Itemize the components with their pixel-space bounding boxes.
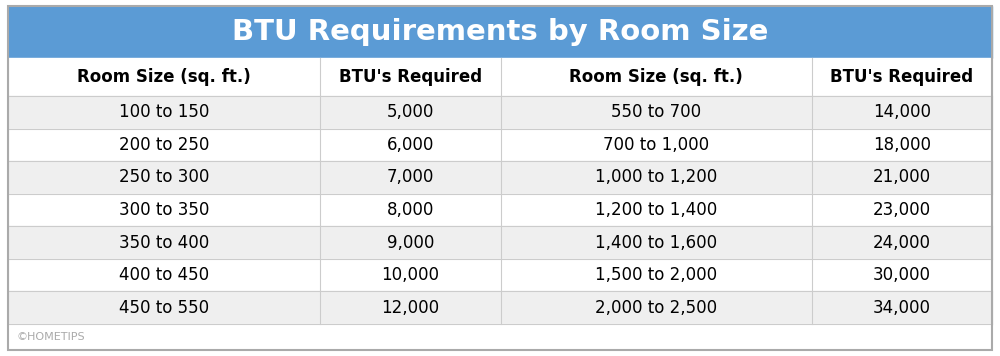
Bar bbox=[8, 96, 992, 129]
Bar bbox=[8, 58, 992, 96]
Bar bbox=[8, 161, 992, 194]
Bar bbox=[8, 129, 992, 161]
Text: 10,000: 10,000 bbox=[381, 266, 439, 284]
Text: 9,000: 9,000 bbox=[387, 234, 434, 252]
Text: Room Size (sq. ft.): Room Size (sq. ft.) bbox=[77, 68, 251, 86]
Text: 200 to 250: 200 to 250 bbox=[119, 136, 209, 154]
Text: 550 to 700: 550 to 700 bbox=[611, 103, 701, 121]
Text: 350 to 400: 350 to 400 bbox=[119, 234, 209, 252]
Text: 1,000 to 1,200: 1,000 to 1,200 bbox=[595, 168, 717, 187]
Text: 700 to 1,000: 700 to 1,000 bbox=[603, 136, 709, 154]
Text: BTU's Required: BTU's Required bbox=[339, 68, 482, 86]
Text: 2,000 to 2,500: 2,000 to 2,500 bbox=[595, 299, 717, 317]
Text: 1,400 to 1,600: 1,400 to 1,600 bbox=[595, 234, 717, 252]
Bar bbox=[8, 194, 992, 226]
Bar bbox=[8, 259, 992, 292]
Text: BTU's Required: BTU's Required bbox=[830, 68, 974, 86]
Text: 18,000: 18,000 bbox=[873, 136, 931, 154]
Text: Room Size (sq. ft.): Room Size (sq. ft.) bbox=[569, 68, 743, 86]
Bar bbox=[8, 324, 992, 350]
Text: 400 to 450: 400 to 450 bbox=[119, 266, 209, 284]
Text: 12,000: 12,000 bbox=[381, 299, 439, 317]
Text: 1,500 to 2,000: 1,500 to 2,000 bbox=[595, 266, 717, 284]
Bar bbox=[8, 6, 992, 58]
Text: 250 to 300: 250 to 300 bbox=[119, 168, 209, 187]
Text: 30,000: 30,000 bbox=[873, 266, 931, 284]
Bar bbox=[8, 226, 992, 259]
Text: 8,000: 8,000 bbox=[387, 201, 434, 219]
Text: 24,000: 24,000 bbox=[873, 234, 931, 252]
Text: 34,000: 34,000 bbox=[873, 299, 931, 317]
Text: 450 to 550: 450 to 550 bbox=[119, 299, 209, 317]
Text: 1,200 to 1,400: 1,200 to 1,400 bbox=[595, 201, 717, 219]
Text: 23,000: 23,000 bbox=[873, 201, 931, 219]
Bar bbox=[8, 292, 992, 324]
Text: 6,000: 6,000 bbox=[387, 136, 434, 154]
Text: ©HOMETIPS: ©HOMETIPS bbox=[16, 332, 85, 342]
Text: 5,000: 5,000 bbox=[387, 103, 434, 121]
Text: 100 to 150: 100 to 150 bbox=[119, 103, 209, 121]
Text: 7,000: 7,000 bbox=[387, 168, 434, 187]
Text: 300 to 350: 300 to 350 bbox=[119, 201, 209, 219]
Text: 14,000: 14,000 bbox=[873, 103, 931, 121]
Text: BTU Requirements by Room Size: BTU Requirements by Room Size bbox=[232, 18, 768, 46]
Text: 21,000: 21,000 bbox=[873, 168, 931, 187]
